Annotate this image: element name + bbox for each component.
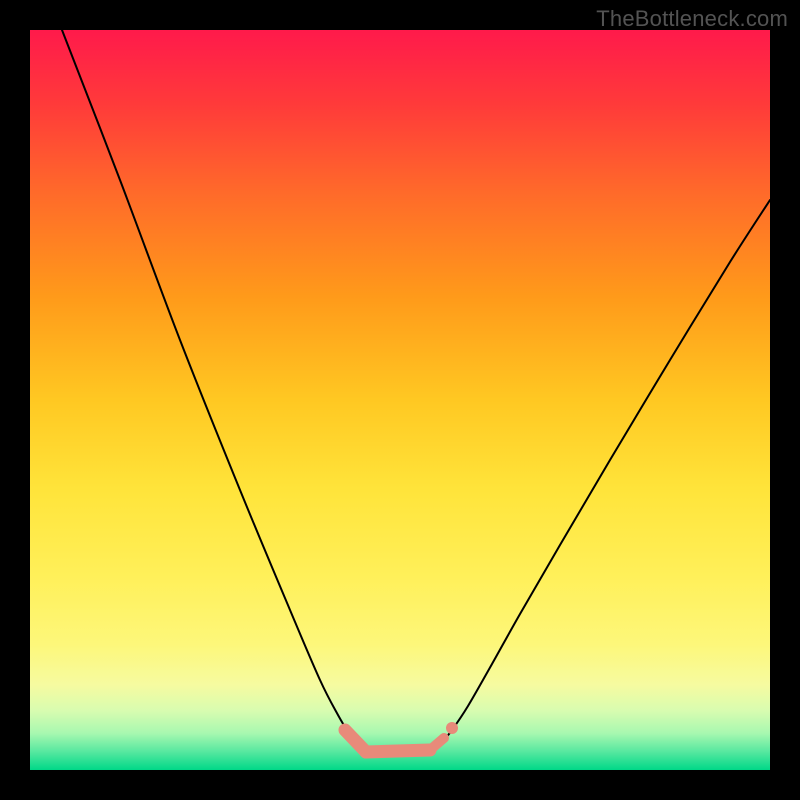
- highlight-right-dot: [446, 722, 458, 734]
- stage: TheBottleneck.com: [0, 0, 800, 800]
- watermark-text: TheBottleneck.com: [596, 6, 788, 32]
- plot-background: [30, 30, 770, 770]
- highlight-bottom-segment: [366, 750, 430, 752]
- chart-canvas: [0, 0, 800, 800]
